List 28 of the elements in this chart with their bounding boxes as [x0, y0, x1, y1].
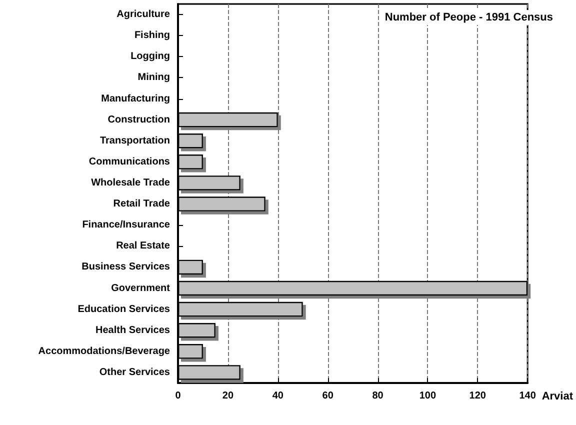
- y-tick-label: Communications: [88, 156, 170, 168]
- x-tick-label: 100: [419, 390, 436, 402]
- y-tick-label: Education Services: [78, 304, 170, 315]
- y-tick-label: Retail Trade: [113, 198, 170, 210]
- y-tick-label: Accommodations/Beverage: [38, 346, 170, 357]
- y-tick-label: Business Services: [82, 262, 170, 273]
- y-tick-label: Health Services: [96, 324, 170, 336]
- x-tick-label: 20: [222, 390, 234, 402]
- y-tick-label: Wholesale Trade: [91, 177, 170, 188]
- x-tick-label: 120: [469, 390, 486, 402]
- y-tick-label: Real Estate: [116, 240, 170, 252]
- y-tick-label: Fishing: [134, 30, 170, 42]
- x-tick-label: 40: [272, 390, 284, 402]
- x-tick-label: 140: [519, 390, 536, 402]
- y-tick-label: Mining: [138, 72, 170, 84]
- text: Number of Peope - 1991 Census: [384, 12, 554, 24]
- x-tick-label: 60: [322, 390, 334, 402]
- x-tick-label: 80: [372, 390, 384, 402]
- x-axis-title: Arviat: [542, 390, 574, 402]
- y-tick-label: Manufacturing: [101, 93, 170, 104]
- y-tick-label: Construction: [108, 114, 170, 126]
- y-tick-label: Other Services: [99, 366, 170, 378]
- x-tick-label: 0: [175, 390, 182, 402]
- y-tick-label: Logging: [130, 51, 170, 62]
- y-tick-label: Finance/Insurance: [82, 220, 170, 231]
- y-tick-label: Agriculture: [116, 9, 170, 20]
- y-tick-label: Government: [111, 282, 171, 294]
- y-tick-label: Transportation: [100, 135, 170, 146]
